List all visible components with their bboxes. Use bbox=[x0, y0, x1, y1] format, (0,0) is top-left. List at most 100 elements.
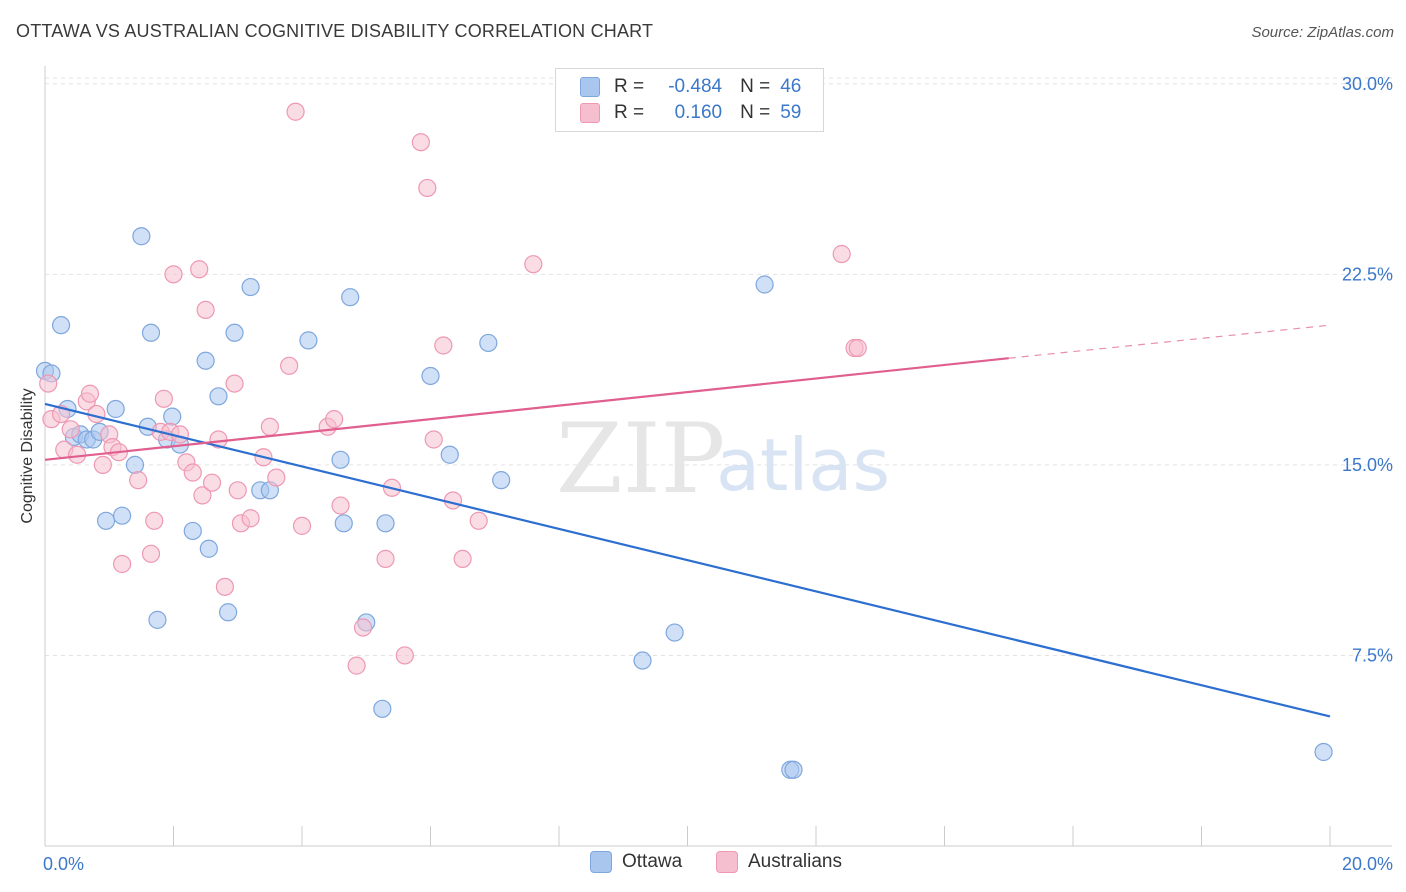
australians-point bbox=[112, 554, 132, 574]
australians-point bbox=[145, 511, 164, 530]
australians-point bbox=[524, 255, 543, 274]
australians-trend-extension bbox=[1008, 324, 1331, 359]
australians-swatch bbox=[580, 103, 600, 123]
ottawa-point bbox=[209, 387, 228, 406]
ottawa-point bbox=[225, 323, 244, 342]
r-label: R = bbox=[614, 76, 645, 97]
x-tick-label: 20.0% bbox=[1342, 854, 1393, 874]
watermark-zip: ZIP bbox=[556, 403, 725, 515]
ottawa-legend-swatch bbox=[590, 851, 612, 873]
ottawa-point bbox=[96, 511, 116, 530]
ottawa-point bbox=[141, 323, 161, 342]
n-value: 59 bbox=[780, 102, 802, 123]
ottawa-point bbox=[112, 506, 132, 525]
legend-item-australians: Australians bbox=[716, 851, 842, 873]
legend-label-australians: Australians bbox=[748, 851, 842, 872]
australians-point bbox=[141, 544, 161, 563]
ottawa-point bbox=[183, 521, 202, 541]
ottawa-point bbox=[492, 471, 511, 490]
watermark-atlas: atlas bbox=[716, 423, 890, 507]
ottawa-point bbox=[479, 333, 498, 353]
australians-point bbox=[832, 244, 851, 264]
australians-point bbox=[61, 420, 80, 439]
australians-point bbox=[129, 471, 148, 490]
n-label: N = bbox=[740, 76, 771, 97]
australians-point bbox=[183, 463, 202, 482]
ottawa-point bbox=[440, 445, 459, 464]
ottawa-point bbox=[334, 514, 353, 533]
stats-row-ottawa: R = -0.484 N = 46 bbox=[580, 75, 801, 99]
australians-point bbox=[331, 496, 350, 515]
australians-point bbox=[39, 374, 58, 393]
y-tick-label: 30.0% bbox=[1342, 74, 1393, 94]
n-value: 46 bbox=[780, 76, 802, 97]
r-label: R = bbox=[614, 102, 645, 123]
australians-point bbox=[280, 356, 299, 375]
ottawa-point bbox=[51, 316, 71, 335]
australians-point bbox=[260, 417, 279, 436]
ottawa-point bbox=[196, 351, 215, 370]
ottawa-point bbox=[148, 610, 167, 629]
australians-point bbox=[376, 549, 395, 568]
ottawa-point bbox=[125, 455, 145, 474]
r-value: -0.484 bbox=[668, 76, 723, 97]
australians-point bbox=[190, 260, 209, 279]
ottawa-trend-line bbox=[44, 402, 1331, 718]
australians-point bbox=[453, 549, 472, 568]
n-label: N = bbox=[740, 102, 771, 123]
ottawa-point bbox=[331, 450, 350, 469]
axes bbox=[44, 66, 1392, 847]
australians-point bbox=[164, 265, 183, 284]
australians-point bbox=[353, 618, 373, 637]
australians-point bbox=[93, 455, 112, 474]
ottawa-swatch bbox=[580, 77, 600, 97]
australians-point bbox=[395, 646, 414, 665]
australians-point bbox=[292, 516, 312, 535]
legend-item-ottawa: Ottawa bbox=[590, 851, 682, 873]
australians-point bbox=[215, 577, 234, 596]
australians-point bbox=[469, 511, 488, 530]
ottawa-point bbox=[132, 227, 151, 246]
y-tick-label: 7.5% bbox=[1352, 645, 1393, 665]
y-tick-label: 15.0% bbox=[1342, 455, 1393, 475]
ottawa-point bbox=[421, 366, 440, 386]
tick-labels: 7.5% 15.0% 22.5% 30.0% 0.0% 20.0% bbox=[43, 74, 1393, 874]
australians-legend-swatch bbox=[716, 851, 738, 873]
stats-legend: R = -0.484 N = 46 R = 0.160 N = 59 bbox=[555, 68, 824, 132]
watermark: ZIP atlas bbox=[556, 403, 890, 515]
australians-point bbox=[424, 430, 443, 449]
australians-point bbox=[848, 338, 867, 358]
stats-row-australians: R = 0.160 N = 59 bbox=[580, 101, 801, 125]
y-tick-label: 22.5% bbox=[1342, 264, 1393, 284]
australians-point bbox=[228, 481, 247, 500]
chart-source: Source: ZipAtlas.com bbox=[1251, 24, 1394, 41]
ottawa-point bbox=[784, 760, 803, 779]
ottawa-point bbox=[163, 407, 182, 426]
australians-point bbox=[267, 468, 286, 487]
legend-label-ottawa: Ottawa bbox=[622, 851, 683, 872]
australians-point bbox=[418, 178, 437, 198]
australians-point bbox=[241, 509, 260, 528]
ottawa-point bbox=[219, 603, 238, 622]
australians-trend-line bbox=[44, 357, 1009, 461]
ottawa-point bbox=[106, 399, 125, 419]
australians-point bbox=[80, 384, 100, 403]
australians-point bbox=[347, 656, 366, 675]
australians-point bbox=[411, 133, 430, 152]
ottawa-point bbox=[373, 699, 392, 718]
australians-point bbox=[434, 336, 453, 355]
chart-title: OTTAWA VS AUSTRALIAN COGNITIVE DISABILIT… bbox=[16, 21, 654, 41]
australians-point bbox=[154, 389, 173, 408]
australians-point bbox=[202, 473, 222, 492]
ottawa-point bbox=[755, 275, 774, 294]
ottawa-point bbox=[241, 277, 260, 297]
australians-point bbox=[443, 491, 463, 510]
australians-point bbox=[193, 486, 212, 505]
x-tick-label: 0.0% bbox=[43, 854, 84, 874]
australians-point bbox=[325, 410, 344, 429]
ottawa-point bbox=[376, 514, 395, 533]
ottawa-point bbox=[1314, 742, 1333, 762]
ottawa-point bbox=[199, 539, 218, 558]
australians-point bbox=[286, 102, 305, 121]
